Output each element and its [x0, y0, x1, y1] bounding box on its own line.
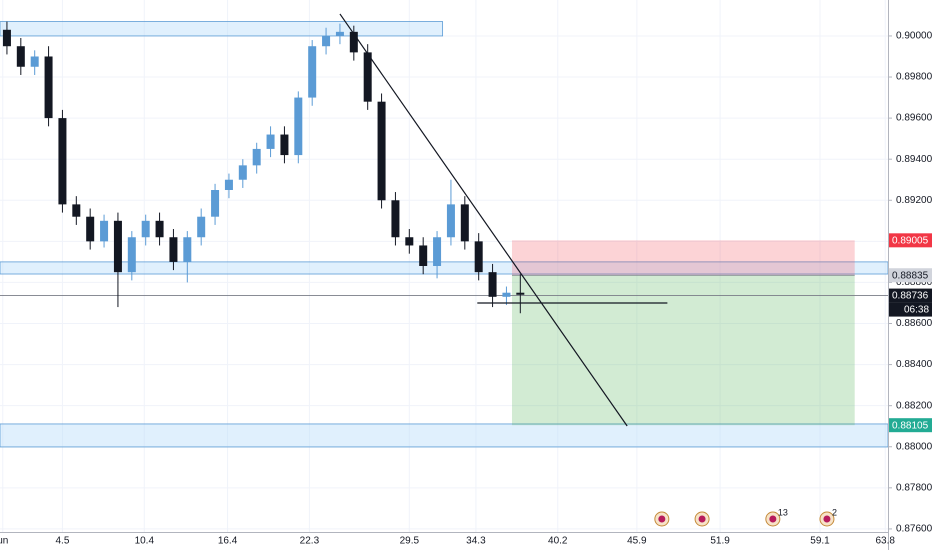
price-tag [889, 268, 932, 283]
x-tick-label: 34.3 [466, 536, 486, 547]
candle-body [72, 204, 81, 217]
y-tick-label: 0.88400 [896, 359, 932, 370]
y-tick-label: 0.89600 [896, 113, 932, 124]
event-icon-inner [658, 515, 666, 523]
candle-body [197, 216, 206, 238]
y-tick-label: 0.87600 [896, 524, 932, 535]
x-tick-label: 16.4 [218, 536, 238, 547]
candle-body [349, 31, 358, 53]
candle-body [474, 241, 483, 273]
price-tag-label: 0.88105 [892, 420, 929, 431]
y-tick-label: 0.88800 [896, 277, 932, 288]
target-zone [511, 275, 855, 426]
candle-body [502, 292, 511, 297]
candle-body [488, 272, 497, 297]
x-tick-label: 4.5 [55, 536, 69, 547]
price-tag-label: 0.88736 [892, 291, 929, 302]
candle-body [224, 179, 233, 190]
candle-body [363, 52, 372, 102]
candle-body [113, 220, 122, 273]
y-tick-label: 0.88000 [896, 441, 932, 452]
candle-body [238, 165, 247, 180]
event-icon-inner [769, 515, 777, 523]
countdown: 06:38 [904, 305, 929, 316]
y-tick-label: 0.89200 [896, 195, 932, 206]
x-tick-label: 40.2 [548, 536, 568, 547]
candle-body [377, 101, 386, 201]
countdown-box [889, 302, 932, 317]
x-tick-label: un [0, 536, 8, 547]
stop-zone [511, 240, 855, 276]
candle-body [183, 237, 192, 262]
x-tick-label: 45.9 [627, 536, 647, 547]
price-tag [889, 288, 932, 303]
event-icon-inner [698, 515, 706, 523]
candle-body [460, 204, 469, 242]
y-tick-label: 0.88600 [896, 318, 932, 329]
x-tick-label: 29.5 [400, 536, 420, 547]
candle-body [446, 204, 455, 238]
candle-body [44, 56, 53, 119]
price-tag-label: 0.89005 [892, 235, 929, 246]
candle-body [127, 237, 136, 273]
candle-body [16, 46, 25, 67]
candle-body [266, 134, 275, 149]
price-tag-label: 0.88835 [892, 270, 929, 281]
price-tag [889, 418, 932, 433]
y-tick-label: 0.89400 [896, 154, 932, 165]
y-tick-label: 0.90000 [896, 31, 932, 42]
candle-body [294, 97, 303, 156]
event-icon-inner [823, 515, 831, 523]
zone [0, 21, 444, 37]
y-tick-label: 0.87800 [896, 482, 932, 493]
candle-body [100, 220, 109, 242]
candle-body [2, 29, 11, 47]
y-tick-label: 0.89800 [896, 72, 932, 83]
x-tick-label: 22.3 [300, 536, 320, 547]
trendline [339, 13, 628, 427]
candle-body [433, 237, 442, 266]
candle-body [280, 134, 289, 156]
candle-body [141, 220, 150, 238]
candle-body [335, 31, 344, 36]
candle-body [169, 237, 178, 262]
x-tick-label: 51.9 [710, 536, 730, 547]
candle-body [155, 220, 164, 238]
candle-body [58, 118, 67, 205]
x-tick-label: 59.1 [810, 536, 830, 547]
candle-body [391, 200, 400, 238]
event-label: 13 [778, 507, 788, 517]
y-tick-label: 0.88200 [896, 400, 932, 411]
x-tick-label: 63.8 [875, 536, 895, 547]
candle-body [516, 292, 525, 295]
candle-body [86, 216, 95, 242]
price-tag [889, 233, 932, 248]
candle-body [322, 35, 331, 47]
candle-body [419, 245, 428, 266]
event-label: 2 [832, 507, 837, 517]
candle-body [252, 148, 261, 166]
candle-body [30, 56, 39, 67]
candle-body [308, 46, 317, 98]
candle-body [211, 190, 220, 217]
x-tick-label: 10.4 [135, 536, 155, 547]
zone [0, 423, 889, 448]
candle-body [405, 237, 414, 246]
